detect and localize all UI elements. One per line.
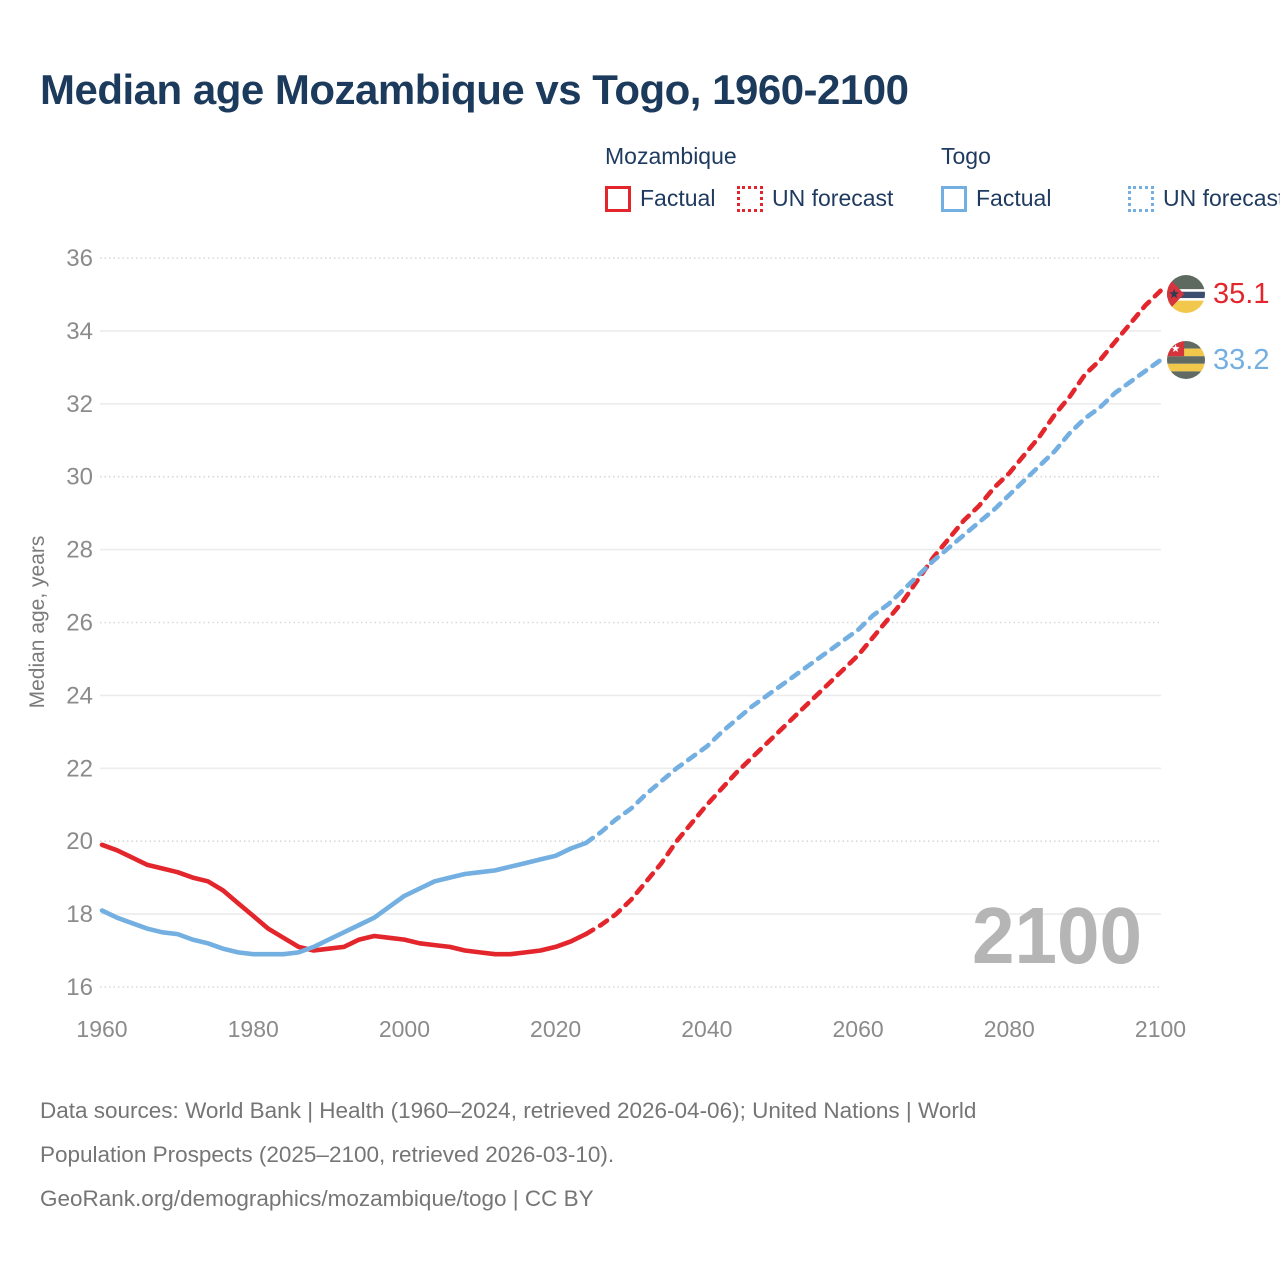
legend-item-togo-factual: Factual <box>941 185 1051 212</box>
legend-item-label: Factual <box>976 185 1052 211</box>
legend-item-mozambique-factual: Factual <box>605 185 715 212</box>
y-tick-label: 24 <box>66 682 93 709</box>
series-line-togo-factual <box>99 840 589 957</box>
legend-item-label: UN forecast <box>1163 185 1280 211</box>
legend-item-label: UN forecast <box>772 185 894 211</box>
series-line-mozambique-un-forecast <box>583 288 1163 937</box>
y-tick-label: 22 <box>66 755 93 782</box>
end-label-mozambique: 35.1 <box>1167 275 1269 313</box>
x-tick-label: 2040 <box>681 1016 732 1042</box>
y-tick-label: 30 <box>66 464 93 491</box>
y-tick-label: 26 <box>66 610 93 637</box>
footer-attribution: GeoRank.org/demographics/mozambique/togo… <box>40 1186 594 1211</box>
legend-item-mozambique-forecast: UN forecast <box>737 185 893 212</box>
togo-forecast-swatch-icon <box>1128 185 1154 212</box>
x-tick-label: 1980 <box>228 1016 279 1042</box>
legend-group-mozambique: Mozambique <box>605 143 737 169</box>
x-tick-label: 1960 <box>76 1016 127 1042</box>
line-chart: 16 18 20 22 24 26 28 30 32 34 36 2100 1960 1980 2000 20… <box>26 245 1186 1042</box>
y-tick-label: 34 <box>66 318 93 345</box>
mozambique-flag-icon <box>1167 275 1205 313</box>
x-tick-label: 2080 <box>984 1016 1035 1042</box>
end-value-mozambique: 35.1 <box>1213 277 1270 310</box>
mozambique-factual-swatch-icon <box>605 185 631 212</box>
x-tick-label: 2100 <box>1135 1016 1186 1042</box>
legend-group-togo: Togo <box>941 143 991 169</box>
y-tick-label: 36 <box>66 245 93 272</box>
footer-sources-line2: Population Prospects (2025–2100, retriev… <box>40 1142 615 1167</box>
watermark-year: 2100 <box>972 891 1142 980</box>
legend-item-togo-forecast: UN forecast <box>1128 185 1280 212</box>
y-tick-label: 28 <box>66 537 93 564</box>
mozambique-forecast-swatch-icon <box>737 185 763 212</box>
x-tick-label: 2000 <box>379 1016 430 1042</box>
footer-sources-line1: Data sources: World Bank | Health (1960–… <box>40 1098 977 1123</box>
togo-factual-swatch-icon <box>941 185 967 212</box>
y-tick-label: 20 <box>66 828 93 855</box>
end-value-togo: 33.2 <box>1213 343 1270 376</box>
togo-flag-icon <box>1167 341 1205 379</box>
end-label-togo: 33.2 <box>1167 341 1269 379</box>
y-tick-label: 32 <box>66 391 93 418</box>
series-line-togo-un-forecast <box>583 357 1163 846</box>
series-line-mozambique-factual <box>99 842 589 957</box>
y-axis-label: Median age, years <box>26 536 49 709</box>
footer: Data sources: World Bank | Health (1960–… <box>40 1089 976 1221</box>
y-tick-label: 16 <box>66 974 93 1001</box>
page-title: Median age Mozambique vs Togo, 1960-2100 <box>40 66 909 113</box>
y-tick-label: 18 <box>66 901 93 928</box>
legend-item-label: Factual <box>640 185 716 211</box>
x-tick-label: 2060 <box>832 1016 883 1042</box>
x-tick-label: 2020 <box>530 1016 581 1042</box>
